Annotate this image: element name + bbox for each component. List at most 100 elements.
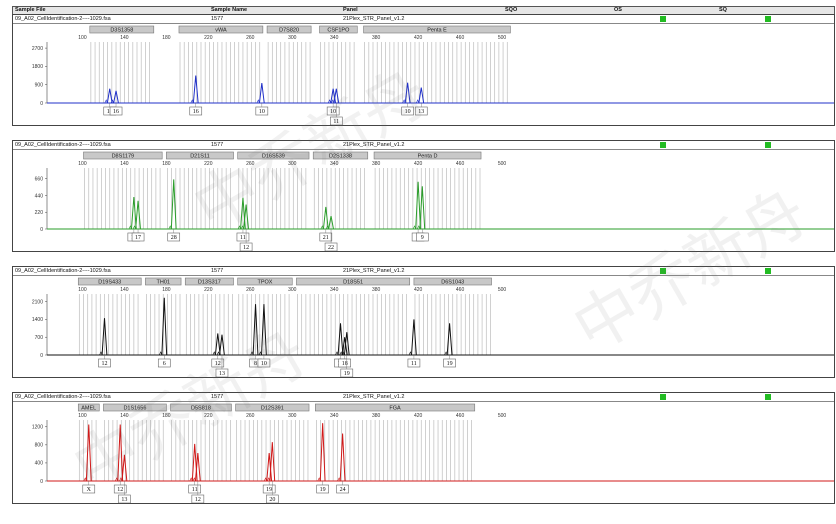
panel-kit-name[interactable]: 21Plex_STR_Panel_v1.2	[343, 16, 405, 22]
allele-call-11[interactable]: 11	[407, 355, 421, 368]
stutter-peak	[189, 477, 193, 482]
allele-call-11[interactable]: 11	[188, 481, 201, 494]
panel-sample-name[interactable]: 1577	[211, 16, 224, 22]
allele-call-9[interactable]: 9	[416, 229, 429, 242]
stutter-peak	[335, 351, 339, 356]
panel-kit-name[interactable]: 21Plex_STR_Panel_v1.2	[343, 142, 405, 148]
panel-file-name[interactable]: 09_A02_CellIdentification-2----1029.fsa	[15, 16, 111, 22]
allele-call-17[interactable]: 17	[131, 229, 145, 242]
panel-header[interactable]: Panel	[343, 7, 358, 13]
stutter-peak	[119, 477, 123, 482]
allele-call-6[interactable]: 6	[157, 355, 171, 368]
stutter-peak	[212, 351, 216, 356]
allele-call-28[interactable]: 28	[167, 229, 181, 242]
electropherogram-plot[interactable]: D8S1179 D21S11 D16S539 D2S1338 Penta D 100 140…	[13, 141, 834, 251]
marker-bin-d8s1179[interactable]: D8S1179	[83, 151, 163, 160]
allele-call-19[interactable]: 19	[340, 355, 354, 377]
allele-call-13[interactable]: 13	[215, 355, 229, 377]
marker-bin-d2s1338[interactable]: D2S1338	[312, 151, 369, 160]
marker-bin-d7s820[interactable]: D7S820	[266, 25, 312, 34]
allele-call-10[interactable]: 10	[257, 355, 271, 368]
marker-bin-fga[interactable]: FGA	[315, 403, 476, 412]
svg-text:13: 13	[219, 371, 225, 377]
allele-call-11[interactable]: 11	[329, 103, 343, 125]
allele-call-11[interactable]: 11	[236, 229, 250, 242]
marker-bin-d3s1358[interactable]: D3S1358	[89, 25, 155, 34]
sq-header[interactable]: SQ	[719, 7, 727, 13]
electropherogram-panel: 09_A02_CellIdentification-2----1029.fsa 1…	[12, 392, 835, 504]
marker-label: vWA	[215, 28, 227, 34]
stutter-peak	[317, 477, 321, 482]
allele-call-24[interactable]: 24	[336, 481, 349, 494]
allele-call-12[interactable]: 12	[211, 355, 225, 368]
panel-kit-name[interactable]: 21Plex_STR_Panel_v1.2	[343, 268, 405, 274]
marker-bin-d6s1043[interactable]: D6S1043	[413, 277, 492, 286]
allele-call-10[interactable]: 10	[326, 103, 340, 116]
bp-tick-label: 100	[78, 161, 87, 167]
peak-28	[170, 179, 177, 230]
panel-file-name[interactable]: 09_A02_CellIdentification-2----1029.fsa	[15, 142, 111, 148]
peak-24	[339, 433, 346, 482]
svg-text:19: 19	[266, 487, 272, 493]
panel-sample-name[interactable]: 1577	[211, 394, 224, 400]
marker-bin-d12s391[interactable]: D12S391	[235, 403, 310, 412]
marker-bin-vwa[interactable]: vWA	[178, 25, 264, 34]
marker-bin-tpox[interactable]: TPOX	[237, 277, 293, 286]
y-tick-label: 0	[40, 227, 43, 233]
marker-bin-d21s11[interactable]: D21S11	[166, 151, 234, 160]
stutter-peak	[250, 351, 254, 356]
sample-name-header[interactable]: Sample Name	[211, 7, 248, 13]
bp-tick-label: 180	[162, 161, 171, 167]
allele-call-16[interactable]: 16	[109, 103, 123, 116]
panel-file-name[interactable]: 09_A02_CellIdentification-2----1029.fsa	[15, 394, 111, 400]
marker-bin-d5s818[interactable]: D5S818	[170, 403, 232, 412]
peak-19	[319, 423, 326, 482]
allele-call-12[interactable]: 12	[239, 229, 253, 251]
sample-file-header[interactable]: Sample File	[15, 7, 46, 13]
marker-bin-d19s433[interactable]: D19S433	[77, 277, 142, 286]
marker-bin-penta-e[interactable]: Penta E	[363, 25, 511, 34]
bp-tick-label: 500	[498, 35, 507, 41]
allele-call-12[interactable]: 12	[113, 481, 127, 494]
panel-kit-name[interactable]: 21Plex_STR_Panel_v1.2	[343, 394, 405, 400]
allele-call-18[interactable]: 18	[338, 355, 351, 368]
allele-call-12[interactable]: 12	[191, 481, 205, 503]
allele-call-19[interactable]: 19	[262, 481, 276, 494]
bp-tick-label: 460	[456, 287, 465, 293]
allele-call-10[interactable]: 10	[255, 103, 269, 116]
peak-8	[252, 304, 259, 356]
marker-bin-th01[interactable]: TH01	[145, 277, 182, 286]
allele-call-22[interactable]: 22	[324, 229, 338, 251]
marker-bin-d16s539[interactable]: D16S539	[237, 151, 310, 160]
stutter-peak	[417, 225, 421, 230]
marker-bin-penta-d[interactable]: Penta D	[373, 151, 482, 160]
allele-call-19[interactable]: 19	[316, 481, 329, 494]
sqo-header[interactable]: SQO	[505, 7, 518, 13]
allele-call-19[interactable]: 19	[443, 355, 456, 368]
os-header[interactable]: OS	[614, 7, 622, 13]
marker-label: D13S317	[198, 280, 221, 286]
electropherogram-plot[interactable]: AMEL D1S1656 D5S818 D12S391 FGA 100 140 180 220 2…	[13, 393, 834, 503]
allele-call-13[interactable]: 13	[118, 481, 131, 503]
stutter-peak	[444, 351, 448, 356]
marker-bin-d1s1656[interactable]: D1S1656	[103, 403, 167, 412]
allele-call-16[interactable]: 16	[189, 103, 203, 116]
marker-bin-amel[interactable]: AMEL	[77, 403, 100, 412]
panel-file-name[interactable]: 09_A02_CellIdentification-2----1029.fsa	[15, 268, 111, 274]
panel-sample-name[interactable]: 1577	[211, 142, 224, 148]
svg-text:8: 8	[254, 361, 257, 367]
quality-flag-indicator	[660, 394, 666, 400]
allele-call-X[interactable]: X	[82, 481, 96, 494]
allele-call-12[interactable]: 12	[98, 355, 111, 368]
marker-bin-d18s51[interactable]: D18S51	[296, 277, 411, 286]
marker-bin-d13s317[interactable]: D13S317	[184, 277, 234, 286]
marker-bin-csf1po[interactable]: CSF1PO	[319, 25, 358, 34]
stutter-peak	[263, 477, 268, 482]
allele-call-13[interactable]: 13	[414, 103, 428, 116]
allele-call-21[interactable]: 21	[319, 229, 333, 242]
allele-call-10[interactable]: 10	[401, 103, 414, 116]
allele-call-20[interactable]: 20	[266, 481, 279, 503]
panel-sample-name[interactable]: 1577	[211, 268, 224, 274]
